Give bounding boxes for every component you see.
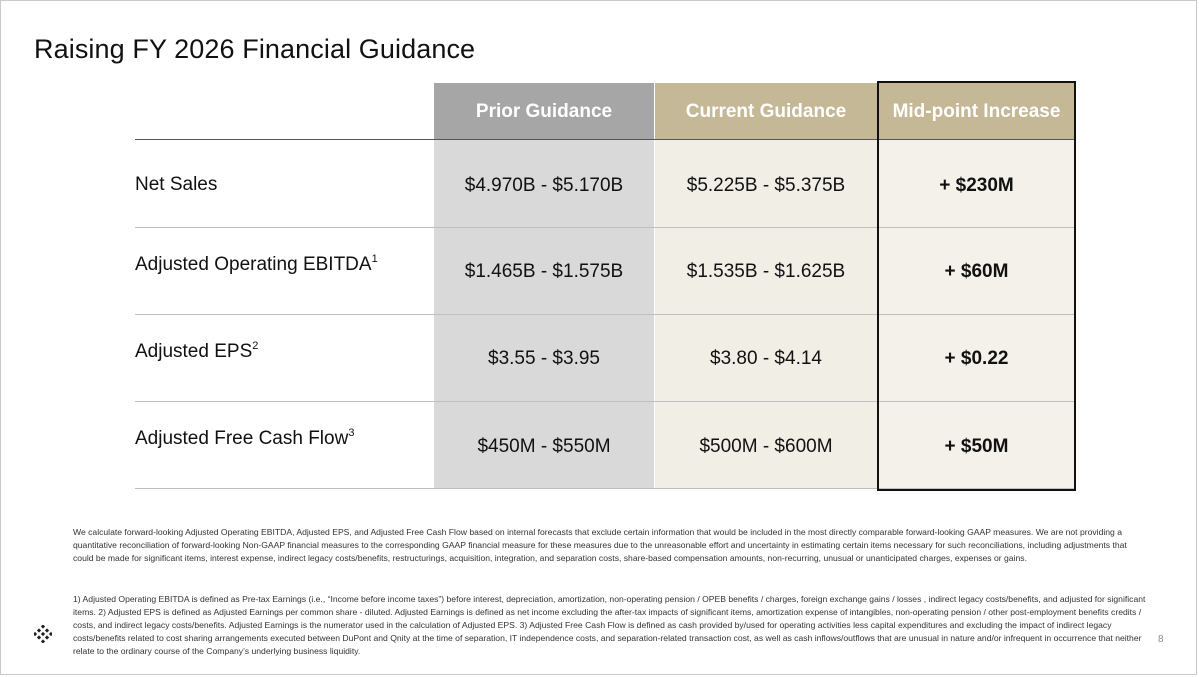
- footnote-non-gaap-disclaimer: We calculate forward-looking Adjusted Op…: [73, 527, 1127, 563]
- midpoint-column-band: [878, 83, 1075, 489]
- footnote-definitions: 1) Adjusted Operating EBITDA is defined …: [73, 594, 1146, 656]
- header-prior-guidance: Prior Guidance: [434, 83, 654, 140]
- header-current-guidance: Current Guidance: [655, 83, 877, 140]
- net-sales-current-value: $5.225B - $5.375B: [686, 175, 846, 196]
- ebitda-current-value: $1.535B - $1.625B: [686, 261, 846, 282]
- row-label-text: Net Sales: [135, 174, 218, 195]
- eps-midpoint-value: + $0.22: [944, 348, 1009, 369]
- row-divider: [135, 488, 1075, 489]
- fcf-current-value: $500M - $600M: [699, 436, 833, 457]
- row-label-adjusted-operating-ebitda: Adjusted Operating EBITDA1: [135, 254, 378, 276]
- fcf-prior-value: $450M - $550M: [477, 436, 611, 457]
- row-label-text: Adjusted Operating EBITDA: [135, 254, 372, 275]
- checkered-diamond-logo-icon: [32, 624, 54, 644]
- ebitda-midpoint-value: + $60M: [944, 261, 1009, 282]
- footnote-marker: 1: [371, 253, 378, 265]
- page-title: Raising FY 2026 Financial Guidance: [34, 34, 476, 64]
- row-divider: [135, 401, 1075, 402]
- row-divider: [135, 314, 1075, 315]
- row-label-text: Adjusted EPS: [135, 341, 253, 362]
- header-divider: [135, 139, 1075, 140]
- prior-guidance-column-band: [434, 83, 654, 489]
- eps-prior-value: $3.55 - $3.95: [488, 348, 600, 369]
- footnote-marker: 2: [252, 340, 259, 352]
- row-divider: [135, 227, 1075, 228]
- row-label-adjusted-free-cash-flow: Adjusted Free Cash Flow3: [135, 428, 354, 450]
- current-guidance-column-band: [655, 83, 877, 489]
- ebitda-prior-value: $1.465B - $1.575B: [464, 261, 624, 282]
- page-number: 8: [1158, 634, 1164, 645]
- row-label-adjusted-eps: Adjusted EPS2: [135, 341, 258, 363]
- header-midpoint-increase: Mid-point Increase: [878, 83, 1075, 140]
- footnote-marker: 3: [348, 427, 355, 439]
- row-label-net-sales: Net Sales: [135, 174, 217, 196]
- net-sales-midpoint-value: + $230M: [939, 175, 1014, 196]
- eps-current-value: $3.80 - $4.14: [710, 348, 822, 369]
- row-label-text: Adjusted Free Cash Flow: [135, 428, 349, 449]
- net-sales-prior-value: $4.970B - $5.170B: [464, 175, 624, 196]
- fcf-midpoint-value: + $50M: [944, 436, 1009, 457]
